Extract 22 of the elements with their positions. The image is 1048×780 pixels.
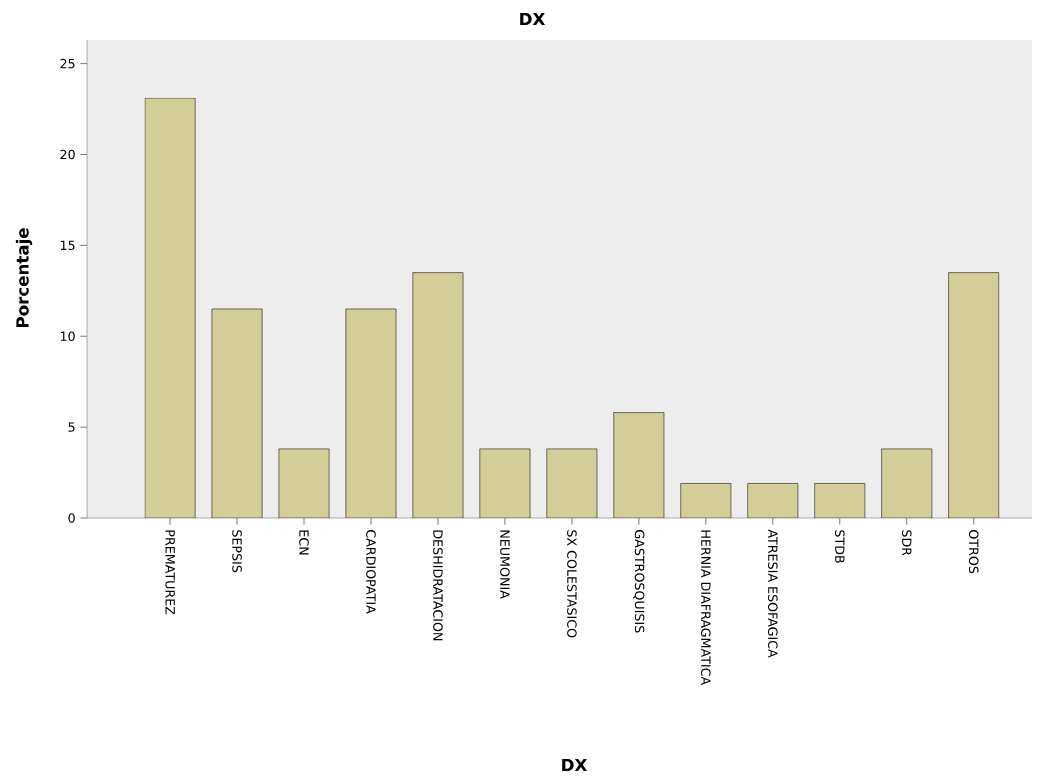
x-axis-title: DX: [562, 758, 588, 772]
x-tick-label: ATRESIA ESOFAGICA: [768, 529, 778, 658]
y-tick-label: 10: [60, 331, 75, 342]
y-tick-label: 20: [60, 149, 75, 160]
y-tick-label: 0: [68, 513, 75, 523]
x-tick-label: SEPSIS: [232, 530, 242, 573]
y-axis-title: Porcentaje: [15, 228, 33, 328]
x-tick-label: OTROS: [968, 530, 979, 574]
x-tick-label: HERNIA DIAFRAGMATICA: [701, 530, 711, 686]
x-tick-label: NEUMONIA: [500, 530, 510, 599]
chart-title: DX: [520, 12, 546, 26]
x-tick-label: SX COLESTASICO: [567, 530, 577, 638]
x-tick-label: STDB: [834, 530, 845, 563]
x-tick-label: ECN: [299, 530, 309, 555]
y-tick-label: 15: [60, 240, 75, 251]
x-tick-label: GASTROSQUISIS: [633, 530, 645, 633]
x-tick-label: SDR: [901, 530, 912, 556]
x-tick-label: CARDIOPATIA: [366, 530, 376, 614]
y-tick-label: 25: [60, 58, 75, 69]
y-tick-label: 5: [68, 422, 75, 432]
x-tick-label: PREMATUREZ: [165, 530, 175, 615]
x-tick-label: DESHIDRATACION: [433, 530, 443, 641]
